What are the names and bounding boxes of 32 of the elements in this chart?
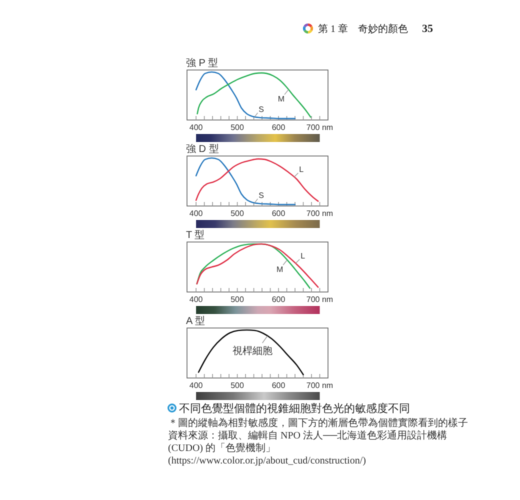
- chart-title: A 型: [186, 315, 205, 327]
- series-label: L: [300, 251, 306, 260]
- series-label: M: [276, 265, 284, 274]
- x-tick-label: 400: [189, 295, 204, 304]
- series-label: S: [258, 190, 264, 200]
- series-label: L: [299, 165, 304, 174]
- x-tick-label: 600: [272, 295, 286, 304]
- x-tick-label: 700 nm: [306, 295, 334, 304]
- series-label: M: [278, 94, 285, 104]
- x-tick-label: 400: [189, 123, 204, 132]
- x-tick-label: 500: [230, 209, 245, 218]
- x-tick-label: 500: [230, 295, 245, 304]
- text: 第 1 章 奇妙的顏色: [318, 23, 408, 35]
- text: 不同色覺型個體的視錐細胞對色光的敏感度不同: [179, 402, 410, 415]
- chart-title: 強 D 型: [186, 143, 219, 155]
- x-tick-label: 400: [189, 209, 204, 218]
- x-tick-label: 500: [230, 381, 245, 390]
- series-label: 視桿細胞: [232, 344, 272, 357]
- x-tick-label: 700 nm: [306, 209, 334, 218]
- x-tick-label: 600: [272, 123, 286, 132]
- x-tick-label: 500: [230, 123, 245, 132]
- x-tick-label: 700 nm: [306, 123, 334, 132]
- source-note: 資料來源：攝取、編輯自 NPO 法人──北海道色彩通用設計機構 (CUDO) 的「色覺機制」(https://www.color.or.jp/about_cud/construction/): [168, 430, 448, 466]
- chart-title: 強 P 型: [186, 57, 218, 69]
- x-tick-label: 400: [189, 381, 204, 390]
- x-tick-label: 600: [272, 209, 286, 218]
- series-label: S: [258, 104, 264, 114]
- text: ＊圖的縱軸為相對敏感度，圖下方的漸層色帶為個體實際看到的樣子: [168, 417, 468, 429]
- chart-title: T 型: [186, 229, 205, 241]
- text: 35: [422, 23, 434, 35]
- x-tick-label: 600: [272, 381, 286, 390]
- x-tick-label: 700 nm: [306, 381, 334, 390]
